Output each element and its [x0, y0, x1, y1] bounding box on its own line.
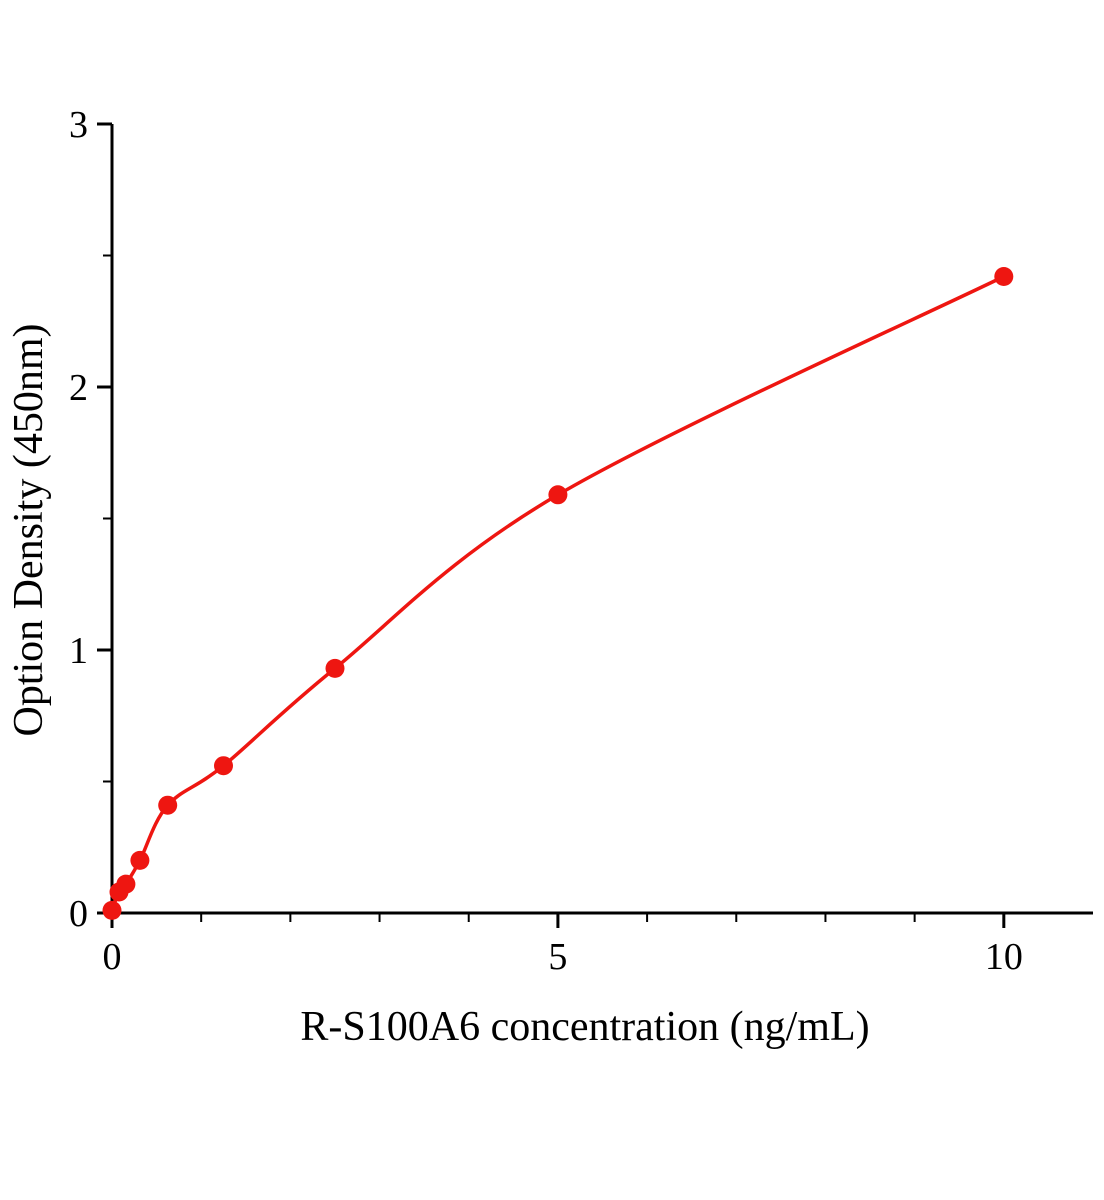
data-point: [548, 485, 568, 505]
data-point: [994, 267, 1014, 286]
x-tick-label: 5: [548, 936, 567, 978]
x-tick-label: 0: [103, 936, 122, 978]
fit-curve: [110, 274, 1005, 912]
data-point: [158, 795, 178, 815]
y-tick-label: 1: [69, 630, 88, 672]
data-point: [130, 850, 150, 870]
y-tick-label: 2: [69, 367, 88, 409]
x-axis-title: R-S100A6 concentration (ng/mL): [300, 1004, 869, 1050]
y-tick-label: 0: [69, 893, 88, 935]
data-series: [102, 267, 1014, 920]
data-point: [102, 900, 122, 920]
data-point: [325, 658, 345, 678]
data-point: [116, 874, 136, 894]
y-tick-label: 3: [69, 104, 88, 146]
x-tick-label: 10: [985, 936, 1023, 978]
data-point: [214, 756, 233, 776]
y-axis-title: Option Density (450nm): [6, 324, 52, 737]
axes: 0 5 10 0 1 2 3: [69, 104, 1093, 978]
